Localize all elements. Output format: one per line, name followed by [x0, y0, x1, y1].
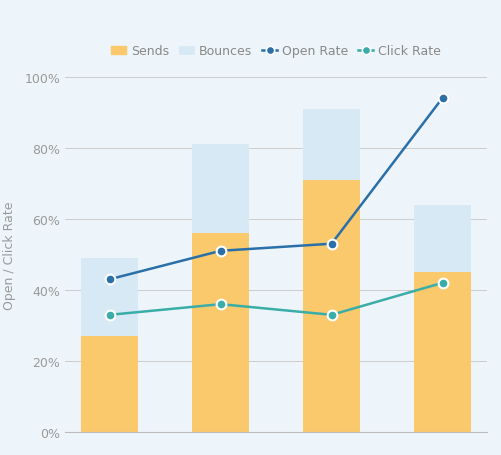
Y-axis label: Open / Click Rate: Open / Click Rate — [3, 201, 16, 309]
Bar — [413, 273, 470, 432]
Legend: Sends, Bounces, Open Rate, Click Rate: Sends, Bounces, Open Rate, Click Rate — [106, 40, 445, 63]
Bar — [302, 109, 360, 180]
Bar — [81, 336, 138, 432]
Bar — [81, 258, 138, 336]
Bar — [302, 180, 360, 432]
Bar — [413, 205, 470, 273]
Bar — [191, 233, 249, 432]
Bar — [191, 145, 249, 233]
